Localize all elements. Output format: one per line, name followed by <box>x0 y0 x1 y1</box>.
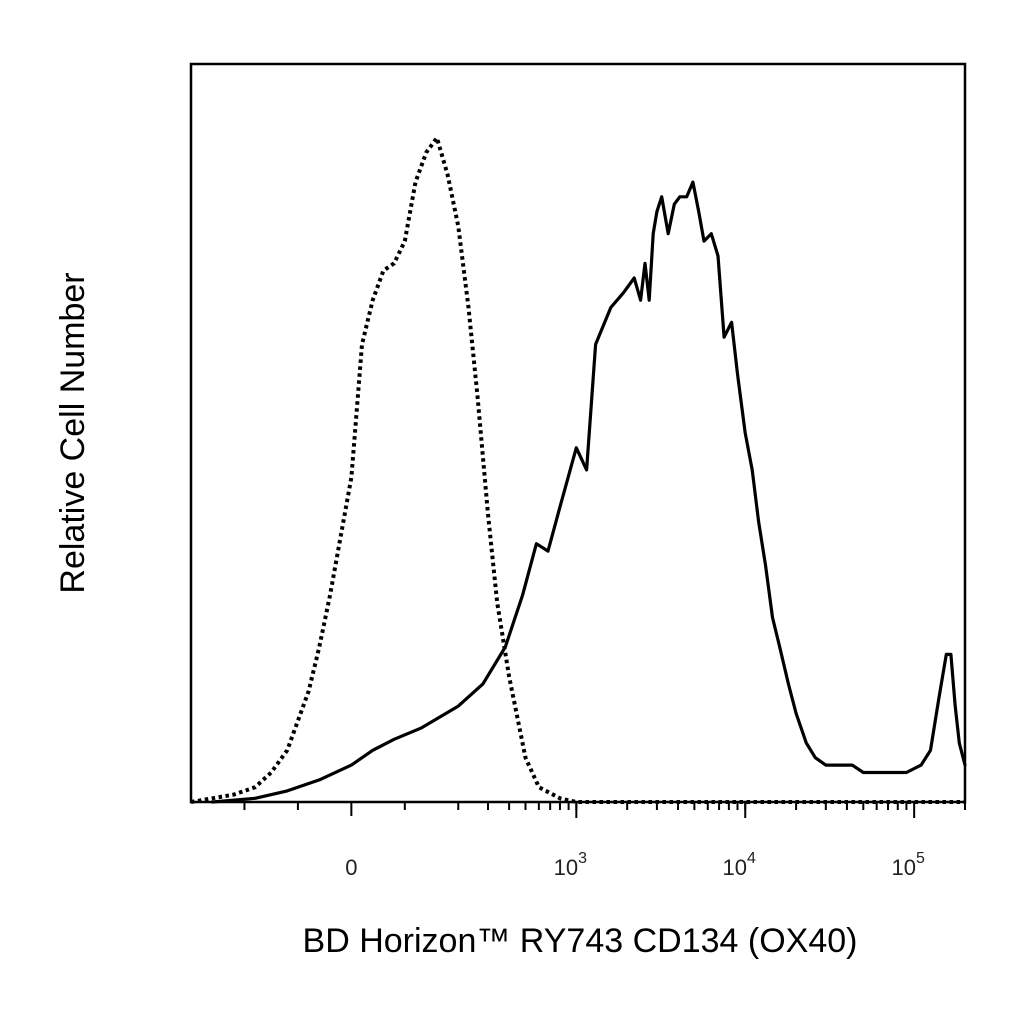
stained-histogram-line <box>210 180 967 804</box>
x-tick-label: 105 <box>891 850 924 880</box>
x-tick-label: 0 <box>345 855 357 880</box>
x-axis-title: BD Horizon™ RY743 CD134 (OX40) <box>303 922 858 960</box>
plot-frame <box>189 62 967 804</box>
x-axis-ticks <box>243 802 966 818</box>
control-histogram-line <box>190 135 965 804</box>
y-axis-title: Relative Cell Number <box>54 272 92 593</box>
x-tick-label: 104 <box>723 850 756 880</box>
x-tick-label: 103 <box>554 850 587 880</box>
x-axis-tick-labels: 0 103 104 105 <box>345 850 925 880</box>
plot-series <box>190 135 967 804</box>
